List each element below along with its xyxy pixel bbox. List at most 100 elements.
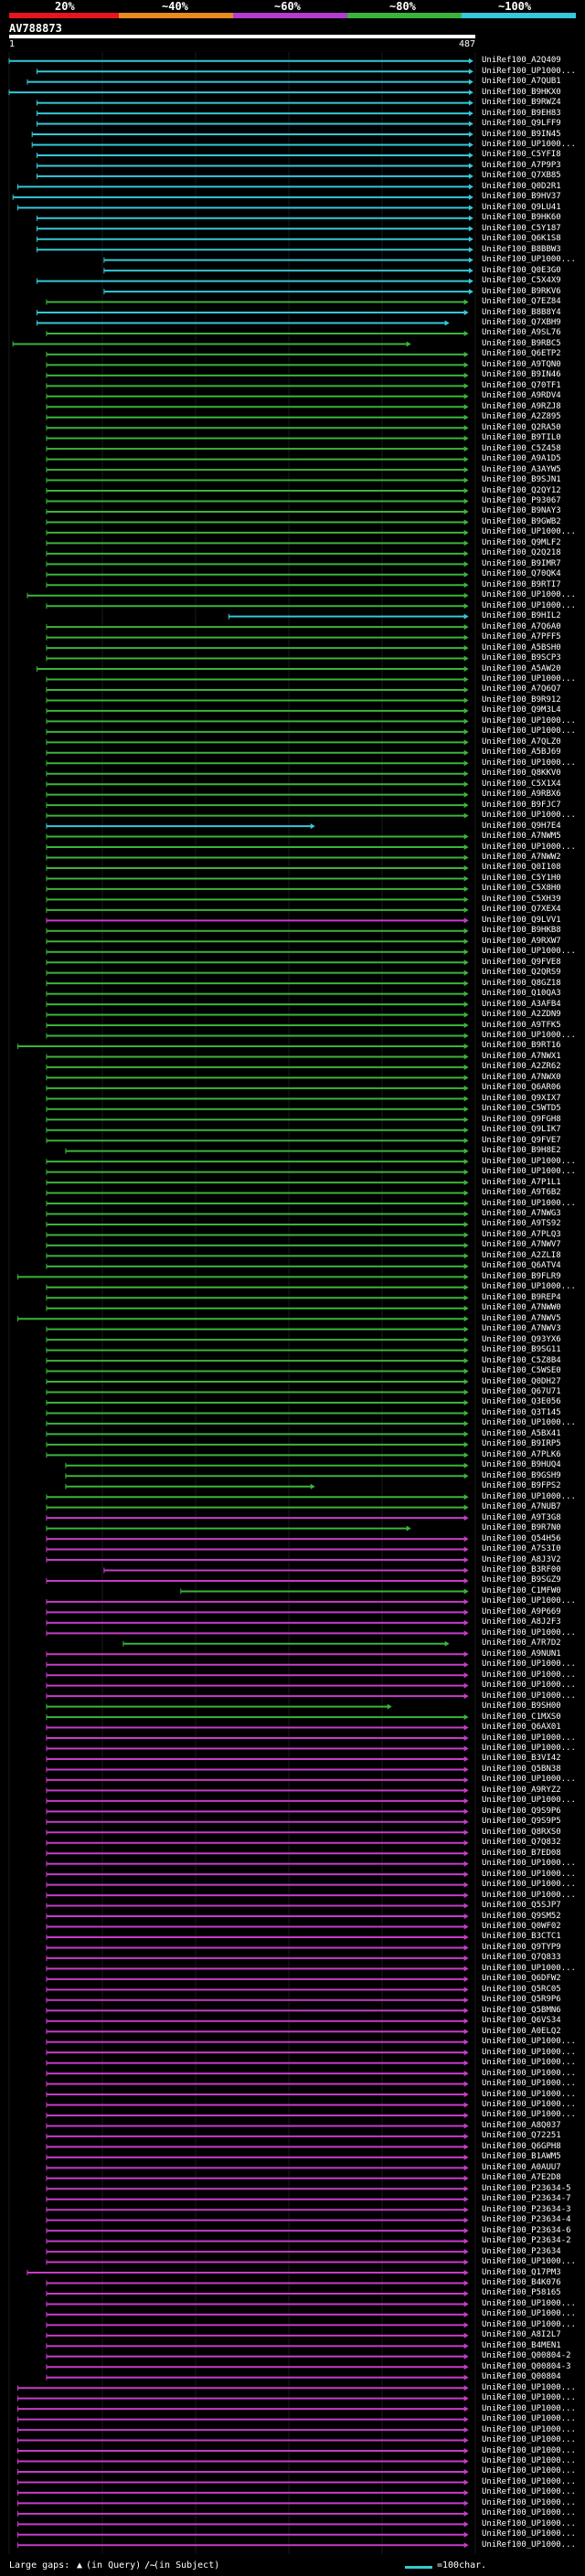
hit-name-link[interactable]: UniRef100_P93067 [482,496,561,505]
hit-name-link[interactable]: UniRef100_Q5BMN6 [482,2005,561,2015]
hit-name-link[interactable]: UniRef100_C5X1X4 [482,779,561,789]
hit-name-link[interactable]: UniRef100_B9RBC5 [482,338,561,348]
hit-name-link[interactable]: UniRef100_Q9FGH8 [482,1114,561,1124]
hit-name-link[interactable]: UniRef100_Q00804-2 [482,2351,571,2361]
hit-name-link[interactable]: UniRef100_B9IMR7 [482,558,561,568]
hit-name-link[interactable]: UniRef100_A7NWW2 [482,853,561,862]
hit-name-link[interactable]: UniRef100_A7Q6A0 [482,621,561,631]
hit-name-link[interactable]: UniRef100_B9GSH9 [482,1470,561,1480]
hit-name-link[interactable]: UniRef100_Q9FVE7 [482,1135,561,1145]
hit-name-link[interactable]: UniRef100_A9T3G8 [482,1512,561,1522]
hit-name-link[interactable]: UniRef100_Q7Q833 [482,1953,561,1963]
hit-name-link[interactable]: UniRef100_Q8RXS0 [482,1827,561,1837]
hit-name-link[interactable]: UniRef100_B9SGZ9 [482,1575,561,1585]
hit-name-link[interactable]: UniRef100_C5WTD5 [482,1104,561,1114]
hit-name-link[interactable]: UniRef100_A7P1L1 [482,1177,561,1187]
hit-name-link[interactable]: UniRef100_Q0D2R1 [482,181,561,191]
hit-name-link[interactable]: UniRef100_B9FLR9 [482,1271,561,1281]
hit-name-link[interactable]: UniRef100_B9RKV6 [482,286,561,296]
hit-name-link[interactable]: UniRef100_B9HIL2 [482,611,561,621]
hit-name-link[interactable]: UniRef100_A9RBX6 [482,790,561,800]
hit-name-link[interactable]: UniRef100_UP1000... [482,2403,576,2413]
hit-name-link[interactable]: UniRef100_A2ZLI8 [482,1250,561,1260]
hit-name-link[interactable]: UniRef100_A9TFK5 [482,1020,561,1030]
hit-name-link[interactable]: UniRef100_Q6DFW2 [482,1974,561,1984]
hit-name-link[interactable]: UniRef100_UP1000... [482,600,576,610]
hit-name-link[interactable]: UniRef100_Q2Q218 [482,548,561,558]
hit-name-link[interactable]: UniRef100_A8I2L7 [482,2330,561,2340]
hit-name-link[interactable]: UniRef100_UP1000... [482,1775,576,1785]
hit-name-link[interactable]: UniRef100_Q0WF02 [482,1922,561,1931]
hit-name-link[interactable]: UniRef100_UP1000... [482,2047,576,2057]
hit-name-link[interactable]: UniRef100_Q9LVV1 [482,915,561,925]
hit-name-link[interactable]: UniRef100_Q8KKV0 [482,769,561,779]
hit-name-link[interactable]: UniRef100_UP1000... [482,1418,576,1428]
hit-name-link[interactable]: UniRef100_UP1000... [482,2257,576,2267]
hit-name-link[interactable]: UniRef100_Q2RA50 [482,422,561,432]
hit-name-link[interactable]: UniRef100_B9NAY3 [482,506,561,516]
hit-name-link[interactable]: UniRef100_C5Z8B4 [482,1355,561,1365]
hit-name-link[interactable]: UniRef100_Q5R9P6 [482,1995,561,2005]
hit-name-link[interactable]: UniRef100_B4K076 [482,2278,561,2287]
hit-name-link[interactable]: UniRef100_UP1000... [482,2393,576,2403]
hit-name-link[interactable]: UniRef100_UP1000... [482,2424,576,2434]
hit-name-link[interactable]: UniRef100_UP1000... [482,2058,576,2068]
hit-name-link[interactable]: UniRef100_B9SH00 [482,1701,561,1712]
hit-name-link[interactable]: UniRef100_B9GWB2 [482,516,561,526]
hit-name-link[interactable]: UniRef100_C1MXS0 [482,1712,561,1722]
hit-name-link[interactable]: UniRef100_UP1000... [482,2435,576,2445]
hit-name-link[interactable]: UniRef100_UP1000... [482,2518,576,2528]
hit-name-link[interactable]: UniRef100_Q6AX01 [482,1723,561,1733]
hit-name-link[interactable]: UniRef100_UP1000... [482,1491,576,1501]
hit-name-link[interactable]: UniRef100_P23634-4 [482,2215,571,2225]
hit-name-link[interactable]: UniRef100_UP1000... [482,2319,576,2329]
hit-name-link[interactable]: UniRef100_UP1000... [482,1691,576,1701]
hit-name-link[interactable]: UniRef100_A5BSH0 [482,642,561,652]
hit-name-link[interactable]: UniRef100_A7NWG3 [482,1209,561,1218]
hit-name-link[interactable]: UniRef100_A7PLQ3 [482,1229,561,1239]
hit-name-link[interactable]: UniRef100_A7QUB1 [482,77,561,87]
hit-name-link[interactable]: UniRef100_B9TIL0 [482,433,561,443]
hit-name-link[interactable]: UniRef100_B9EH83 [482,108,561,118]
hit-name-link[interactable]: UniRef100_A7NWV5 [482,1313,561,1323]
hit-name-link[interactable]: UniRef100_C1MFW0 [482,1585,561,1595]
hit-name-link[interactable]: UniRef100_Q6GPH8 [482,2141,561,2151]
hit-name-link[interactable]: UniRef100_UP1000... [482,2487,576,2497]
hit-name-link[interactable]: UniRef100_A3AYW5 [482,464,561,474]
hit-name-link[interactable]: UniRef100_B3RF00 [482,1565,561,1574]
hit-name-link[interactable]: UniRef100_UP1000... [482,1890,576,1900]
hit-name-link[interactable]: UniRef100_UP1000... [482,1282,576,1292]
hit-name-link[interactable]: UniRef100_UP1000... [482,255,576,265]
hit-name-link[interactable]: UniRef100_A7PLK6 [482,1449,561,1459]
hit-name-link[interactable]: UniRef100_B9SJN1 [482,475,561,485]
hit-name-link[interactable]: UniRef100_A2ZR62 [482,1062,561,1072]
hit-name-link[interactable]: UniRef100_P23634-6 [482,2225,571,2235]
hit-name-link[interactable]: UniRef100_A0AUU7 [482,2162,561,2172]
hit-name-link[interactable]: UniRef100_Q72251 [482,2131,561,2141]
hit-name-link[interactable]: UniRef100_UP1000... [482,2079,576,2089]
hit-name-link[interactable]: UniRef100_UP1000... [482,2529,576,2539]
hit-name-link[interactable]: UniRef100_Q9H7E4 [482,821,561,831]
hit-name-link[interactable]: UniRef100_B9SG11 [482,1345,561,1355]
hit-name-link[interactable]: UniRef100_UP1000... [482,1859,576,1869]
hit-name-link[interactable]: UniRef100_A7QLZ0 [482,737,561,747]
hit-name-link[interactable]: UniRef100_UP1000... [482,1627,576,1638]
hit-name-link[interactable]: UniRef100_UP1000... [482,1596,576,1606]
hit-name-link[interactable]: UniRef100_Q3T145 [482,1407,561,1417]
hit-name-link[interactable]: UniRef100_Q00804 [482,2372,561,2382]
hit-name-link[interactable]: UniRef100_B9R7N0 [482,1523,561,1533]
hit-name-link[interactable]: UniRef100_A9TS92 [482,1219,561,1229]
hit-name-link[interactable]: UniRef100_A5AW20 [482,663,561,673]
hit-name-link[interactable]: UniRef100_B8B8Y4 [482,307,561,317]
hit-name-link[interactable]: UniRef100_UP1000... [482,1167,576,1177]
hit-name-link[interactable]: UniRef100_UP1000... [482,1880,576,1890]
hit-name-link[interactable]: UniRef100_Q5BN38 [482,1764,561,1774]
hit-name-link[interactable]: UniRef100_B9HV37 [482,192,561,202]
hit-name-link[interactable]: UniRef100_Q7Q832 [482,1838,561,1848]
hit-name-link[interactable]: UniRef100_A2Q409 [482,56,561,66]
hit-name-link[interactable]: UniRef100_C5YFI8 [482,150,561,160]
hit-name-link[interactable]: UniRef100_B9HKB8 [482,926,561,936]
hit-name-link[interactable]: UniRef100_UP1000... [482,811,576,821]
hit-name-link[interactable]: UniRef100_B9HKX0 [482,87,561,97]
hit-name-link[interactable]: UniRef100_Q6ETP2 [482,349,561,359]
